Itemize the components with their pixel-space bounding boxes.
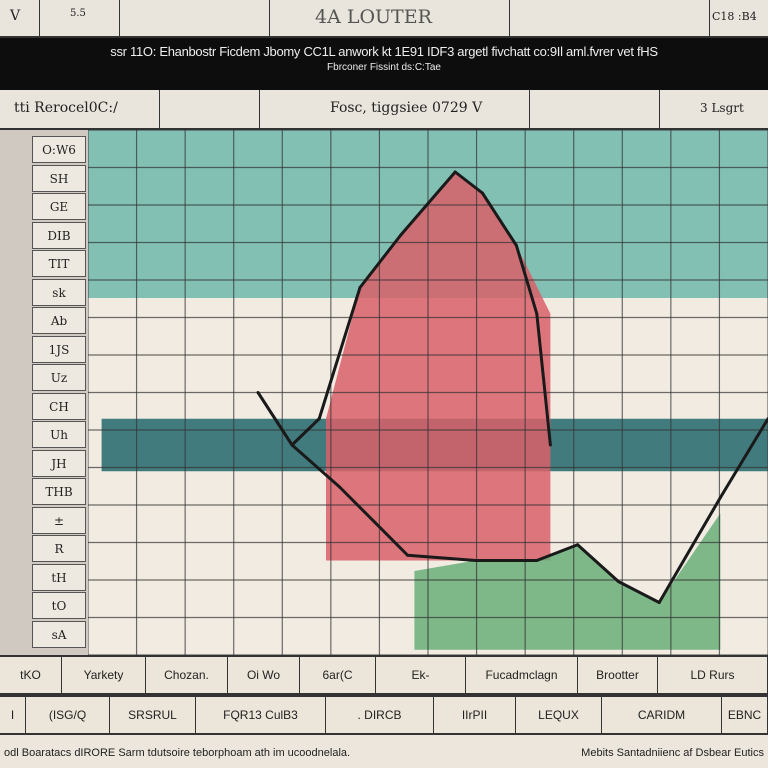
subheader-center: Fosc, tiggsiee 0729 V: [330, 100, 483, 116]
data-point: [317, 417, 321, 421]
data-point: [657, 601, 661, 604]
table-cell: . DIRCB: [326, 697, 434, 733]
series-line-a: [256, 170, 552, 447]
series-line-b: [291, 417, 768, 604]
header-cell: [510, 0, 710, 36]
data-point: [399, 233, 403, 237]
data-point: [338, 485, 342, 489]
y-tick-label: sA: [32, 620, 86, 648]
table-cell: FQR13 CulB3: [196, 697, 326, 733]
table-cell: IIrPII: [434, 697, 516, 733]
header-cell: 5.5: [40, 0, 120, 36]
data-point: [616, 580, 620, 583]
header-cell: [120, 0, 270, 36]
header-cell: V: [0, 0, 40, 36]
table-cell: Yarkety: [62, 657, 146, 693]
subheader-left: tti Rerocel0C:/: [14, 100, 118, 116]
small-label: 5.5: [70, 8, 86, 19]
y-tick-label: tH: [32, 563, 86, 591]
table-cell: Fucadmclagn: [466, 657, 578, 693]
y-tick-label: SH: [32, 164, 86, 192]
data-point: [474, 559, 478, 562]
y-tick-label: Ab: [32, 307, 86, 334]
table-cell: Chozan.: [146, 657, 228, 693]
title-banner: ssr 11O: Ehanbostr Ficdem Jbomy CC1L anw…: [0, 38, 768, 90]
y-tick-label: 1JS: [32, 335, 86, 363]
data-point: [718, 496, 722, 499]
footer-right: Mebits Santadniienc af Dsbear Eutics: [581, 747, 764, 759]
header-cell: 4A LOUTER: [270, 0, 510, 36]
y-tick-label: GE: [32, 193, 86, 220]
table-cell: Oi Wo: [228, 657, 300, 693]
y-tick-label: THB: [32, 478, 86, 505]
data-point: [514, 244, 518, 247]
y-tick-label: Uh: [32, 421, 86, 448]
data-point: [290, 443, 294, 447]
data-point: [406, 553, 410, 557]
y-tick-label: DIB: [32, 221, 86, 249]
table-cell: 6ar(C: [300, 657, 376, 693]
data-point: [256, 391, 260, 394]
table-cell: LEQUX: [516, 697, 602, 733]
data-point: [548, 443, 552, 447]
footer-left: odl Boaratacs dIRORE Sarm tdutsoire tebo…: [4, 747, 351, 759]
y-tick-label: ±: [32, 506, 86, 534]
y-tick-label: JH: [32, 449, 86, 477]
banner-title: ssr 11O: Ehanbostr Ficdem Jbomy CC1L anw…: [110, 44, 658, 59]
corner-right-label: C18 :B4: [712, 10, 757, 23]
table-cell: CARIDM: [602, 697, 722, 733]
green-area: [414, 513, 721, 650]
y-tick-label: O:W6: [32, 136, 86, 163]
subheader-right: 3 Lsgrt: [700, 101, 744, 115]
data-point: [535, 312, 539, 316]
data-point: [358, 286, 362, 289]
red-peak: [326, 172, 551, 561]
table-cell: I: [0, 697, 26, 733]
top-header-row: V 5.5 4A LOUTER C18 :B4: [0, 0, 768, 38]
corner-left-label: V: [10, 8, 21, 24]
y-tick-label: TIT: [32, 250, 86, 277]
data-point: [480, 191, 484, 195]
footer: odl Boaratacs dIRORE Sarm tdutsoire tebo…: [0, 738, 768, 768]
y-tick-label: tO: [32, 592, 86, 619]
table-cell: SRSRUL: [110, 697, 196, 733]
y-tick-label: sk: [32, 278, 86, 306]
y-tick-label: R: [32, 535, 86, 562]
banner-subtitle: Fbrconer Fissint ds:C:Tae: [327, 62, 441, 73]
bottom-row-1: tKO Yarkety Chozan. Oi Wo 6ar(C Ek- Fucadmclag…: [0, 655, 768, 695]
table-cell: (ISG/Q: [26, 697, 110, 733]
table-cell: LD Rurs: [658, 657, 768, 693]
table-cell: EBNC: [722, 697, 768, 733]
y-tick-label: Uz: [32, 364, 86, 391]
table-cell: Ek-: [376, 657, 466, 693]
subheader-row: tti Rerocel0C:/ Fosc, tiggsiee 0729 V 3 …: [0, 90, 768, 130]
bottom-row-2: I (ISG/Q SRSRUL FQR13 CulB3. DIRCB IIrPII LEQ…: [0, 695, 768, 735]
data-point: [453, 170, 457, 174]
table-cell: tKO: [0, 657, 62, 693]
chart-plot: [88, 130, 768, 655]
y-tick-label: CH: [32, 392, 86, 420]
data-point: [535, 559, 539, 562]
data-point: [576, 543, 580, 547]
chart-title: 4A LOUTER: [315, 6, 432, 28]
table-cell: Brootter: [578, 657, 658, 693]
